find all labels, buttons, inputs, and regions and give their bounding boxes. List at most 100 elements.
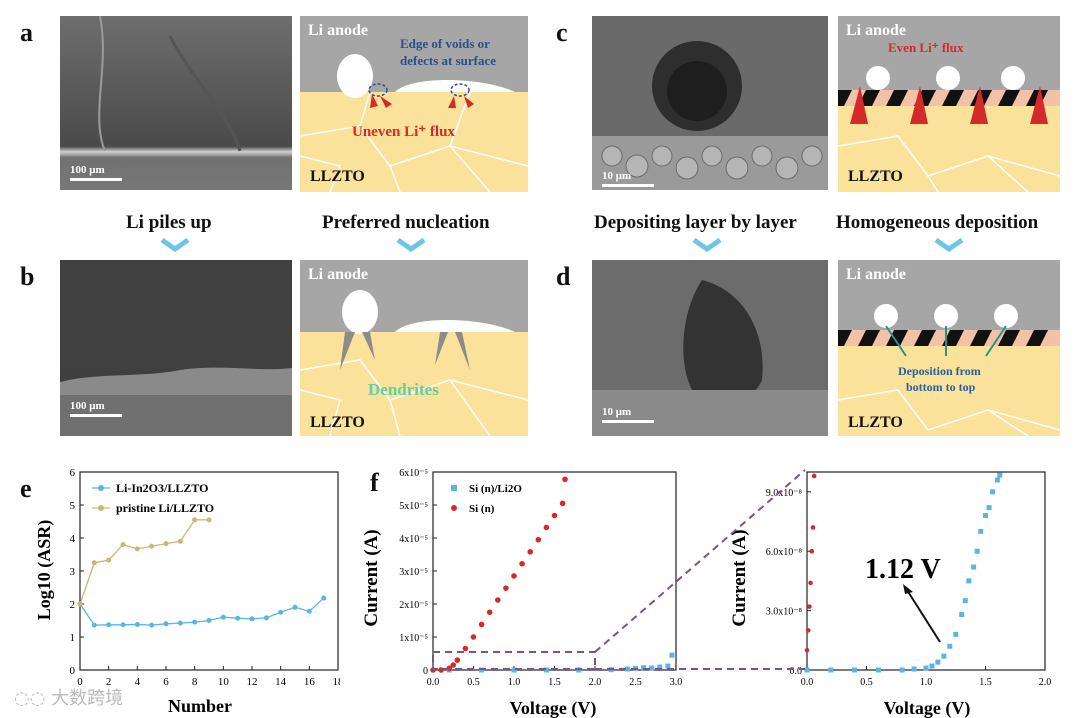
data-point (923, 665, 929, 671)
chart-f-right-xlabel: Voltage (V) (884, 698, 971, 718)
data-point (562, 476, 568, 483)
scale-bar-d: 10 μm (602, 406, 654, 423)
scale-bar-a: 100 μm (70, 164, 122, 181)
legend-marker (98, 485, 104, 491)
x-tick-label: 4 (135, 676, 141, 688)
sem-a-texture (60, 16, 292, 190)
data-point (804, 647, 810, 653)
data-point (966, 578, 972, 584)
data-point (959, 612, 965, 618)
data-point (875, 667, 881, 673)
data-point (470, 634, 477, 640)
data-point (163, 621, 169, 627)
chevron-down-icon (692, 238, 722, 252)
legend-label: pristine Li/LLZTO (116, 501, 214, 515)
data-point (163, 541, 169, 547)
data-point (911, 666, 917, 672)
sem-d-texture (592, 260, 828, 436)
data-point (292, 604, 298, 610)
data-point (978, 528, 984, 534)
x-tick-label: 0.5 (860, 677, 873, 688)
x-tick-label: 0.5 (467, 677, 480, 688)
y-tick-label: 2x10⁻⁵ (399, 600, 428, 611)
chart-e-plot: 0246810121416180123456Li-In2O3/LLZTOpris… (70, 467, 341, 688)
data-point (543, 524, 550, 531)
data-point (974, 548, 980, 554)
data-point (808, 580, 813, 586)
y-tick-label: 4x10⁻⁵ (399, 534, 428, 545)
data-point (206, 618, 212, 623)
x-tick-label: 1.5 (548, 677, 561, 688)
data-point (810, 525, 816, 530)
x-tick-label: 2.0 (589, 677, 602, 688)
li-anode-label-b: Li anode (308, 266, 369, 283)
llzto-label-c: LLZTO (848, 168, 903, 185)
data-point (220, 614, 226, 620)
data-point (249, 616, 255, 622)
data-point (665, 663, 671, 669)
y-tick-label: 1 (70, 632, 76, 644)
data-point (430, 667, 436, 673)
data-point (479, 667, 485, 673)
chart-f-left: 0.0 0.5 1.0 1.5 2.0 2.5 3.0 0 1x10⁻⁵ 2x10⁻⁵ 3x10⁻⁵… (361, 468, 682, 718)
chart-f-left-xlabel: Voltage (V) (510, 698, 597, 718)
y-tick-label: 6 (70, 467, 76, 479)
x-tick-label: 2.5 (629, 677, 642, 688)
data-point (235, 615, 241, 621)
series-line (79, 597, 325, 626)
x-tick-label: 6 (163, 676, 169, 688)
data-point (106, 622, 112, 628)
uneven-flux-label: Uneven Li⁺ flux (352, 124, 455, 140)
sem-image-b: 100 μm (60, 260, 292, 436)
data-point (807, 604, 812, 609)
x-tick-label: 18 (333, 676, 341, 688)
y-tick-label: 0 (423, 666, 428, 677)
data-point (852, 667, 858, 673)
legend-marker (451, 485, 457, 491)
schematic-c: Li anode Even Li⁺ flux LLZTO (838, 16, 1060, 192)
y-tick-label: 5x10⁻⁵ (399, 501, 428, 512)
data-point (971, 564, 977, 570)
chevron-down-icon (934, 238, 964, 252)
llzto-label-a: LLZTO (310, 168, 365, 185)
data-point (669, 652, 675, 658)
chart-f-left-ylabel: Current (A) (361, 529, 382, 626)
data-point (809, 548, 815, 554)
chart-e-ylabel: Log10 (ASR) (34, 520, 55, 621)
data-point (478, 621, 485, 628)
y-tick-label: 6x10⁻⁵ (399, 468, 428, 479)
scale-bar-b: 100 μm (70, 400, 122, 417)
data-point (649, 665, 655, 671)
x-tick-label: 12 (247, 676, 258, 688)
sem-b-texture (60, 260, 292, 436)
data-point (134, 546, 140, 552)
x-tick-label: 14 (275, 676, 287, 688)
data-point (495, 597, 501, 603)
data-point (899, 667, 905, 673)
data-point (962, 598, 968, 604)
caption-li-piles-up: Li piles up (126, 212, 212, 233)
legend-label: Si (n)/Li2O (469, 483, 522, 495)
x-tick-label: 1.5 (979, 677, 992, 688)
y-tick-label: 1x10⁻⁵ (399, 633, 428, 644)
data-point (535, 536, 542, 543)
chart-f-right: 0.0 0.5 1.0 1.5 2.0 0.0 3.0x10⁻⁸ 6.0x10⁻⁸ 9.0x10… (729, 471, 1052, 718)
panel-label-f: f (370, 468, 379, 497)
x-tick-label: 1.0 (920, 677, 933, 688)
x-tick-label: 16 (304, 676, 316, 688)
data-point (986, 505, 992, 511)
panel-label-b: b (20, 262, 35, 291)
schematic-d: Li anode Deposition from bottom to top L… (838, 260, 1060, 436)
schematic-d-drawing (838, 260, 1060, 436)
data-point (278, 609, 284, 615)
li-anode-label-d: Li anode (846, 266, 907, 283)
sem-image-d: 10 μm (592, 260, 828, 436)
x-tick-label: 2.0 (1039, 677, 1052, 688)
y-tick-label: 0 (70, 665, 76, 677)
y-tick-label: 3x10⁻⁵ (399, 567, 428, 578)
data-point (450, 662, 457, 668)
data-point (192, 619, 198, 625)
arrow-head-icon (903, 584, 913, 594)
plot-frame (432, 471, 677, 671)
schematic-a: Li anode Edge of voids or defects at sur… (300, 16, 528, 192)
